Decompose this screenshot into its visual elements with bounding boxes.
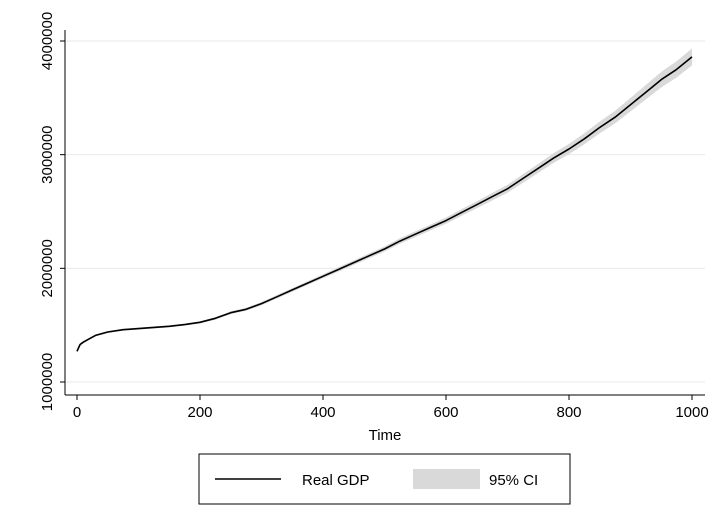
ci-band-group: [77, 48, 692, 354]
x-tick-label: 0: [73, 404, 81, 421]
y-tick-label: 2000000: [39, 239, 56, 297]
legend-label-ci: 95% CI: [489, 472, 538, 489]
x-tick-label: 200: [187, 404, 212, 421]
line-group: [76, 56, 693, 352]
x-tick-label: 800: [556, 404, 581, 421]
legend-label-real-gdp: Real GDP: [302, 472, 370, 489]
y-ticks: 1000000 2000000 3000000 4000000: [39, 12, 65, 411]
legend-ci-swatch: [413, 469, 480, 489]
x-tick-label: 400: [310, 404, 335, 421]
real-gdp-line: [76, 56, 693, 352]
legend: Real GDP 95% CI: [198, 453, 571, 505]
y-tick-label: 1000000: [39, 353, 56, 411]
x-tick-label: 600: [433, 404, 458, 421]
grid-lines: [65, 40, 705, 383]
ci-band: [77, 48, 692, 354]
y-tick-label: 4000000: [39, 12, 56, 70]
x-axis-title: Time: [369, 427, 402, 444]
y-tick-label: 3000000: [39, 125, 56, 183]
x-tick-label: 1000: [675, 404, 708, 421]
x-ticks: 0 200 400 600 800 1000: [73, 395, 709, 421]
